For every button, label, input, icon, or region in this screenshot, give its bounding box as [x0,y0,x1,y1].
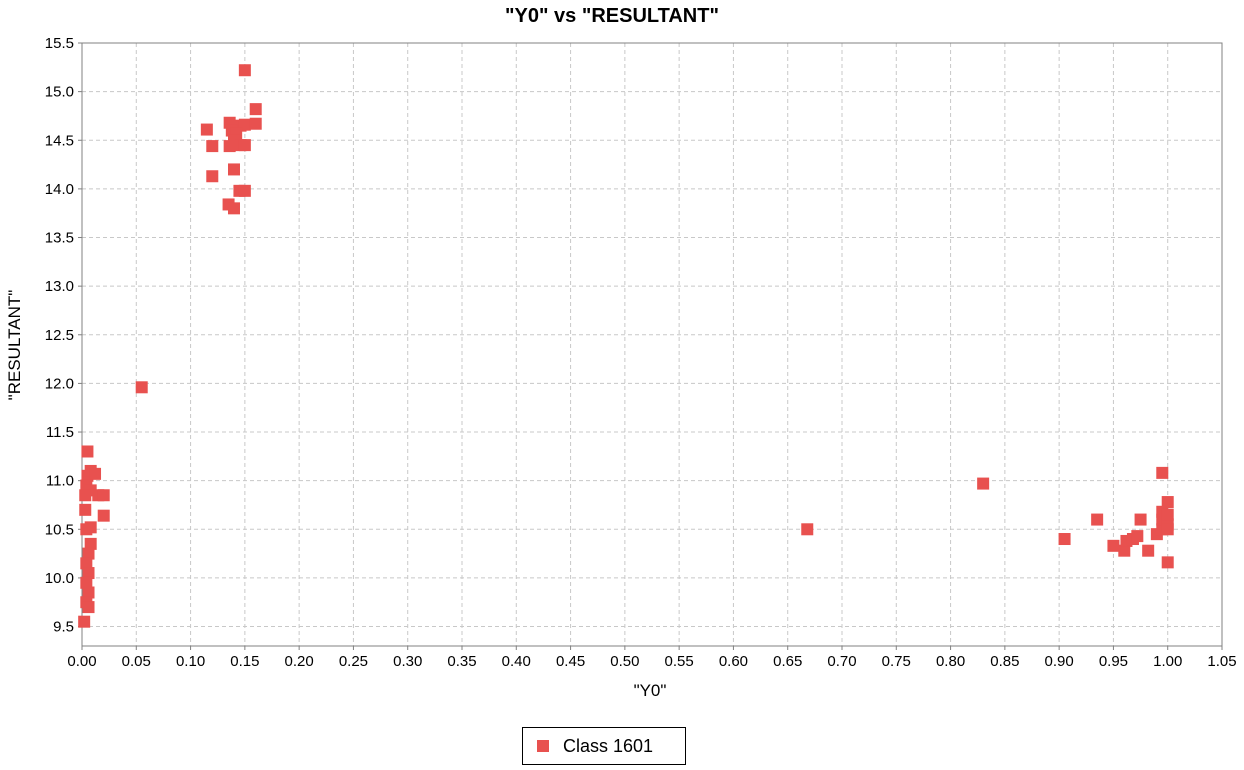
x-tick-label: 0.05 [122,653,151,670]
x-tick-label: 0.45 [556,653,585,670]
data-point [1118,544,1131,557]
data-points [78,64,1174,628]
plot-area-border [81,42,1223,647]
data-point [238,64,251,77]
data-point [1058,533,1071,546]
y-tick-label: 11.5 [46,424,74,441]
y-tick-label: 12.0 [45,375,74,392]
data-point [1161,496,1174,509]
data-point [82,586,95,599]
y-tick-label: 10.0 [45,570,74,587]
y-tick-label: 10.5 [45,521,74,538]
data-point [1091,513,1104,526]
x-tick-label: 1.00 [1153,653,1182,670]
y-tick-label: 11.0 [46,473,74,490]
y-axis-label: "RESULTANT" [5,290,24,401]
data-point [228,163,240,176]
data-point [78,615,91,628]
x-tick-label: 0.80 [936,653,965,670]
data-point [238,139,251,152]
x-tick-label: 0.60 [719,653,748,670]
data-point [82,547,95,560]
chart-title: "Y0" vs "RESULTANT" [505,5,719,27]
x-tick-label: 0.10 [176,653,205,670]
x-tick-label: 0.25 [339,653,368,670]
x-tick-label: 0.85 [990,653,1019,670]
data-point [228,202,240,215]
data-point [206,170,219,183]
x-tick-label: 0.30 [393,653,422,670]
data-point [249,103,262,116]
x-tick-label: 0.55 [665,653,694,670]
data-point [97,509,110,522]
data-point [200,123,213,136]
data-point [80,523,93,536]
y-tick-label: 14.0 [45,181,74,198]
data-point [82,601,95,614]
data-point [249,117,262,130]
x-tick-label: 1.05 [1207,653,1236,670]
y-tick-label: 9.5 [53,619,74,636]
legend-label: Class 1601 [563,735,654,756]
data-point [1142,544,1155,557]
x-tick-label: 0.15 [230,653,259,670]
x-tick-label: 0.65 [773,653,802,670]
y-tick-label: 14.5 [45,132,74,149]
data-point [82,567,95,580]
data-point [1131,530,1144,543]
x-tick-label: 0.70 [827,653,856,670]
y-tick-label: 13.5 [45,230,74,247]
data-point [79,489,92,502]
data-point [1134,513,1147,526]
x-tick-label: 0.00 [67,653,96,670]
y-tick-label: 15.0 [45,84,74,101]
data-point [1161,508,1174,521]
x-tick-labels: 0.00 0.05 0.10 0.15 0.20 0.25 0.30 0.35 0.40 0.45… [67,646,1237,670]
data-point [80,576,93,589]
legend-swatch [537,740,549,752]
data-point [801,523,814,536]
data-point [977,477,990,490]
data-point [1156,466,1169,479]
data-point [1161,556,1174,569]
x-tick-label: 0.35 [447,653,476,670]
data-point [238,184,251,197]
data-point [1107,539,1120,552]
data-point [84,537,97,550]
data-point [1161,523,1174,536]
data-point [135,381,148,394]
scatter-chart: "Y0" vs "RESULTANT" 0.00 0.05 0.10 0.15 0.20… [5,5,1237,700]
x-tick-label: 0.95 [1099,653,1128,670]
data-point [81,445,94,458]
x-tick-label: 0.40 [502,653,531,670]
data-point [80,557,93,570]
grid-layer [81,42,1223,646]
y-tick-label: 12.5 [45,327,74,344]
y-tick-label: 15.5 [45,35,74,52]
y-tick-label: 13.0 [45,278,74,295]
legend: Class 1601 [522,727,686,765]
data-point [79,503,92,516]
x-tick-label: 0.50 [610,653,639,670]
data-point [206,140,219,153]
x-tick-label: 0.20 [285,653,314,670]
x-axis-label: "Y0" [634,681,667,700]
data-point [97,489,110,502]
x-tick-label: 0.75 [882,653,911,670]
data-point [89,467,102,480]
y-tick-labels: 9.5 10.0 10.5 11.0 11.5 12.0 12.5 13.0 13.5 14.0 1… [45,35,82,636]
x-tick-label: 0.90 [1045,653,1074,670]
